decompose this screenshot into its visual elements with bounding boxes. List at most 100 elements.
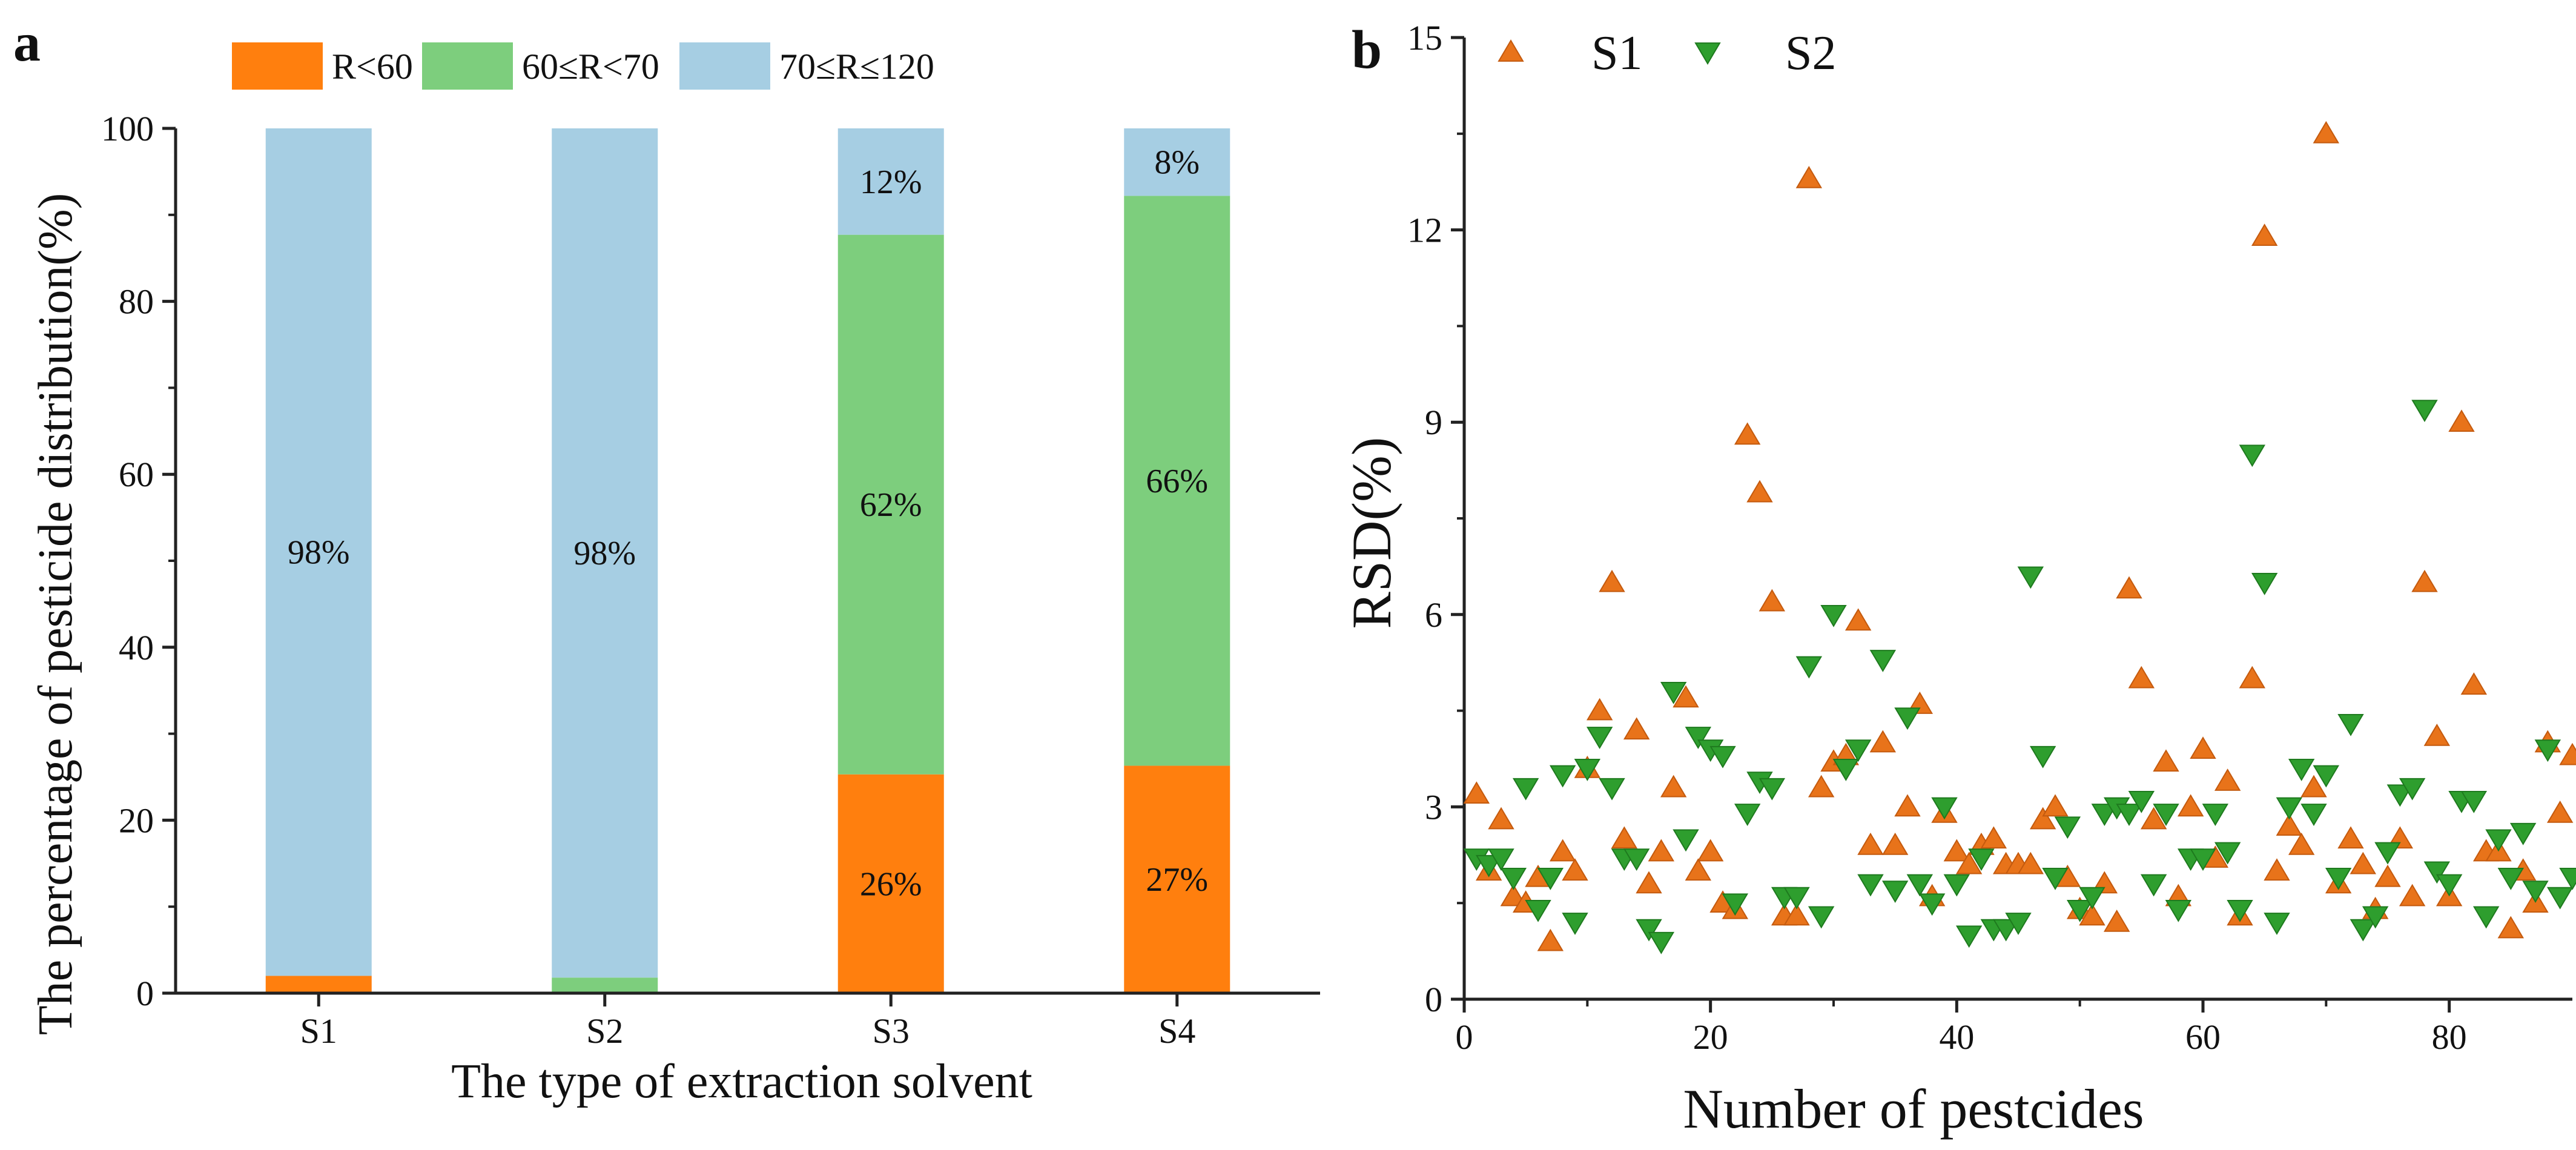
point-s2-25 (1759, 778, 1786, 801)
point-s2-64 (2239, 444, 2266, 468)
point-s2-70 (2313, 765, 2340, 788)
point-s2-48 (2042, 868, 2069, 890)
panel-b-y-tick-label: 15 (1407, 18, 1442, 58)
point-s2-60 (2190, 848, 2216, 871)
point-s1-11 (1586, 698, 1613, 721)
point-s1-19 (1685, 858, 1712, 881)
panel-b-scatter-chart: b 0 3 6 9 12 15 0 20 40 60 80 S1 S2 Number of pestc… (1341, 18, 2576, 1140)
point-s2-35 (1881, 881, 1909, 903)
point-s2-34 (1869, 650, 1897, 672)
point-s2-56 (2140, 874, 2167, 897)
point-s1-33 (1857, 832, 1884, 855)
panel-a-x-tick-label-s1: S1 (300, 1011, 337, 1051)
point-s1-78 (2411, 569, 2438, 592)
panel-b-points (1463, 121, 2576, 954)
point-s1-90 (2559, 742, 2576, 765)
point-s2-88 (2534, 739, 2561, 762)
point-s2-54 (2116, 804, 2142, 826)
point-s2-61 (2202, 804, 2229, 826)
point-s1-54 (2116, 576, 2142, 599)
point-s2-76 (2386, 784, 2414, 807)
point-s2-63 (2227, 899, 2253, 922)
point-s1-64 (2239, 666, 2266, 689)
point-s1-47 (2029, 807, 2056, 830)
bar-s3-60lerlt70 (837, 234, 944, 775)
point-s2-86 (2509, 822, 2537, 845)
point-s1-72 (2337, 826, 2364, 849)
data-label-s1-70lerle120: 98% (288, 534, 350, 572)
point-s2-29 (1808, 906, 1835, 929)
bar-s3-70lerle120 (837, 128, 944, 235)
point-s1-18 (1673, 685, 1699, 708)
panel-b-y-tick-label: 3 (1425, 787, 1442, 827)
point-s1-15 (1636, 871, 1662, 894)
point-s2-49 (2054, 816, 2081, 839)
panel-a-y-tick-label: 80 (119, 282, 154, 322)
point-s2-78 (2411, 400, 2438, 422)
point-s1-35 (1881, 832, 1909, 855)
point-s2-79 (2423, 861, 2451, 884)
data-label-s3-60lerlt70: 62% (860, 486, 922, 524)
point-s2-52 (2091, 804, 2118, 826)
point-s1-67 (2276, 813, 2303, 836)
point-s1-46 (2017, 851, 2044, 874)
panel-a-y-tick-label: 0 (136, 974, 154, 1013)
point-s2-21 (1709, 745, 1736, 768)
point-s2-85 (2497, 868, 2525, 890)
point-s2-51 (2079, 887, 2105, 910)
point-s2-37 (1906, 874, 1934, 897)
point-s2-33 (1857, 874, 1884, 897)
point-s1-79 (2423, 723, 2451, 746)
panel-a-y-axis-title: The percentage of pesticide distribution… (29, 193, 82, 1036)
point-s2-47 (2029, 745, 2056, 768)
panel-a-y-tick-label: 40 (119, 628, 154, 667)
legend-marker-s1 (1498, 39, 1524, 62)
point-s2-36 (1894, 707, 1921, 730)
legend-label-rlt60: R<60 (332, 47, 413, 87)
point-s1-62 (2214, 768, 2241, 791)
point-s1-81 (2448, 409, 2475, 432)
panel-a-y-tick-label: 60 (119, 455, 154, 494)
point-s2-7 (1537, 868, 1564, 890)
legend-swatch-rlt60 (232, 42, 323, 90)
point-s2-62 (2214, 842, 2241, 865)
point-s1-66 (2264, 858, 2290, 881)
point-s1-29 (1808, 775, 1835, 798)
point-s1-25 (1759, 589, 1786, 612)
bar-s4-70lerle120 (1124, 128, 1230, 196)
panel-b-y-axis-title: RSD(%) (1341, 437, 1402, 629)
point-s1-7 (1537, 928, 1564, 951)
point-s1-14 (1623, 717, 1650, 740)
panel-a-x-tick-label-s2: S2 (586, 1011, 623, 1051)
point-s2-46 (2017, 566, 2044, 589)
panel-b-x-axis-title: Number of pestcides (1683, 1078, 2144, 1140)
point-s2-74 (2362, 906, 2389, 929)
point-s2-65 (2251, 573, 2278, 595)
data-label-s3-rlt60: 26% (860, 865, 922, 903)
point-s1-59 (2177, 794, 2204, 817)
panel-a-stacked-bar-chart: a R<60 60≤R<70 70≤R≤120 98% 98% 26% 62% 12% 27%… (13, 13, 1320, 1108)
point-s1-36 (1894, 794, 1921, 817)
point-s1-73 (2350, 851, 2377, 874)
panel-a-y-tick-label: 20 (119, 801, 154, 840)
point-s1-1 (1463, 781, 1490, 804)
point-s2-12 (1599, 778, 1625, 801)
point-s2-44 (1992, 919, 2020, 942)
panel-a-bars (265, 128, 1230, 993)
panel-b-y-tick-label: 12 (1407, 211, 1442, 250)
point-s2-38 (1918, 893, 1946, 916)
point-s2-58 (2165, 899, 2192, 922)
point-s2-28 (1795, 656, 1823, 679)
point-s1-68 (2288, 832, 2315, 855)
point-s2-9 (1562, 913, 1588, 935)
point-s1-34 (1869, 730, 1897, 753)
point-s1-41 (1955, 851, 1983, 874)
data-label-s2-70lerle120: 98% (573, 535, 636, 572)
point-s2-30 (1820, 604, 1847, 627)
point-s1-77 (2399, 884, 2426, 907)
panel-b-x-tick-label: 0 (1456, 1017, 1473, 1057)
point-s2-19 (1685, 727, 1712, 749)
bar-s3-rlt60 (837, 774, 944, 993)
panel-a-y-tick-label: 100 (101, 109, 154, 148)
